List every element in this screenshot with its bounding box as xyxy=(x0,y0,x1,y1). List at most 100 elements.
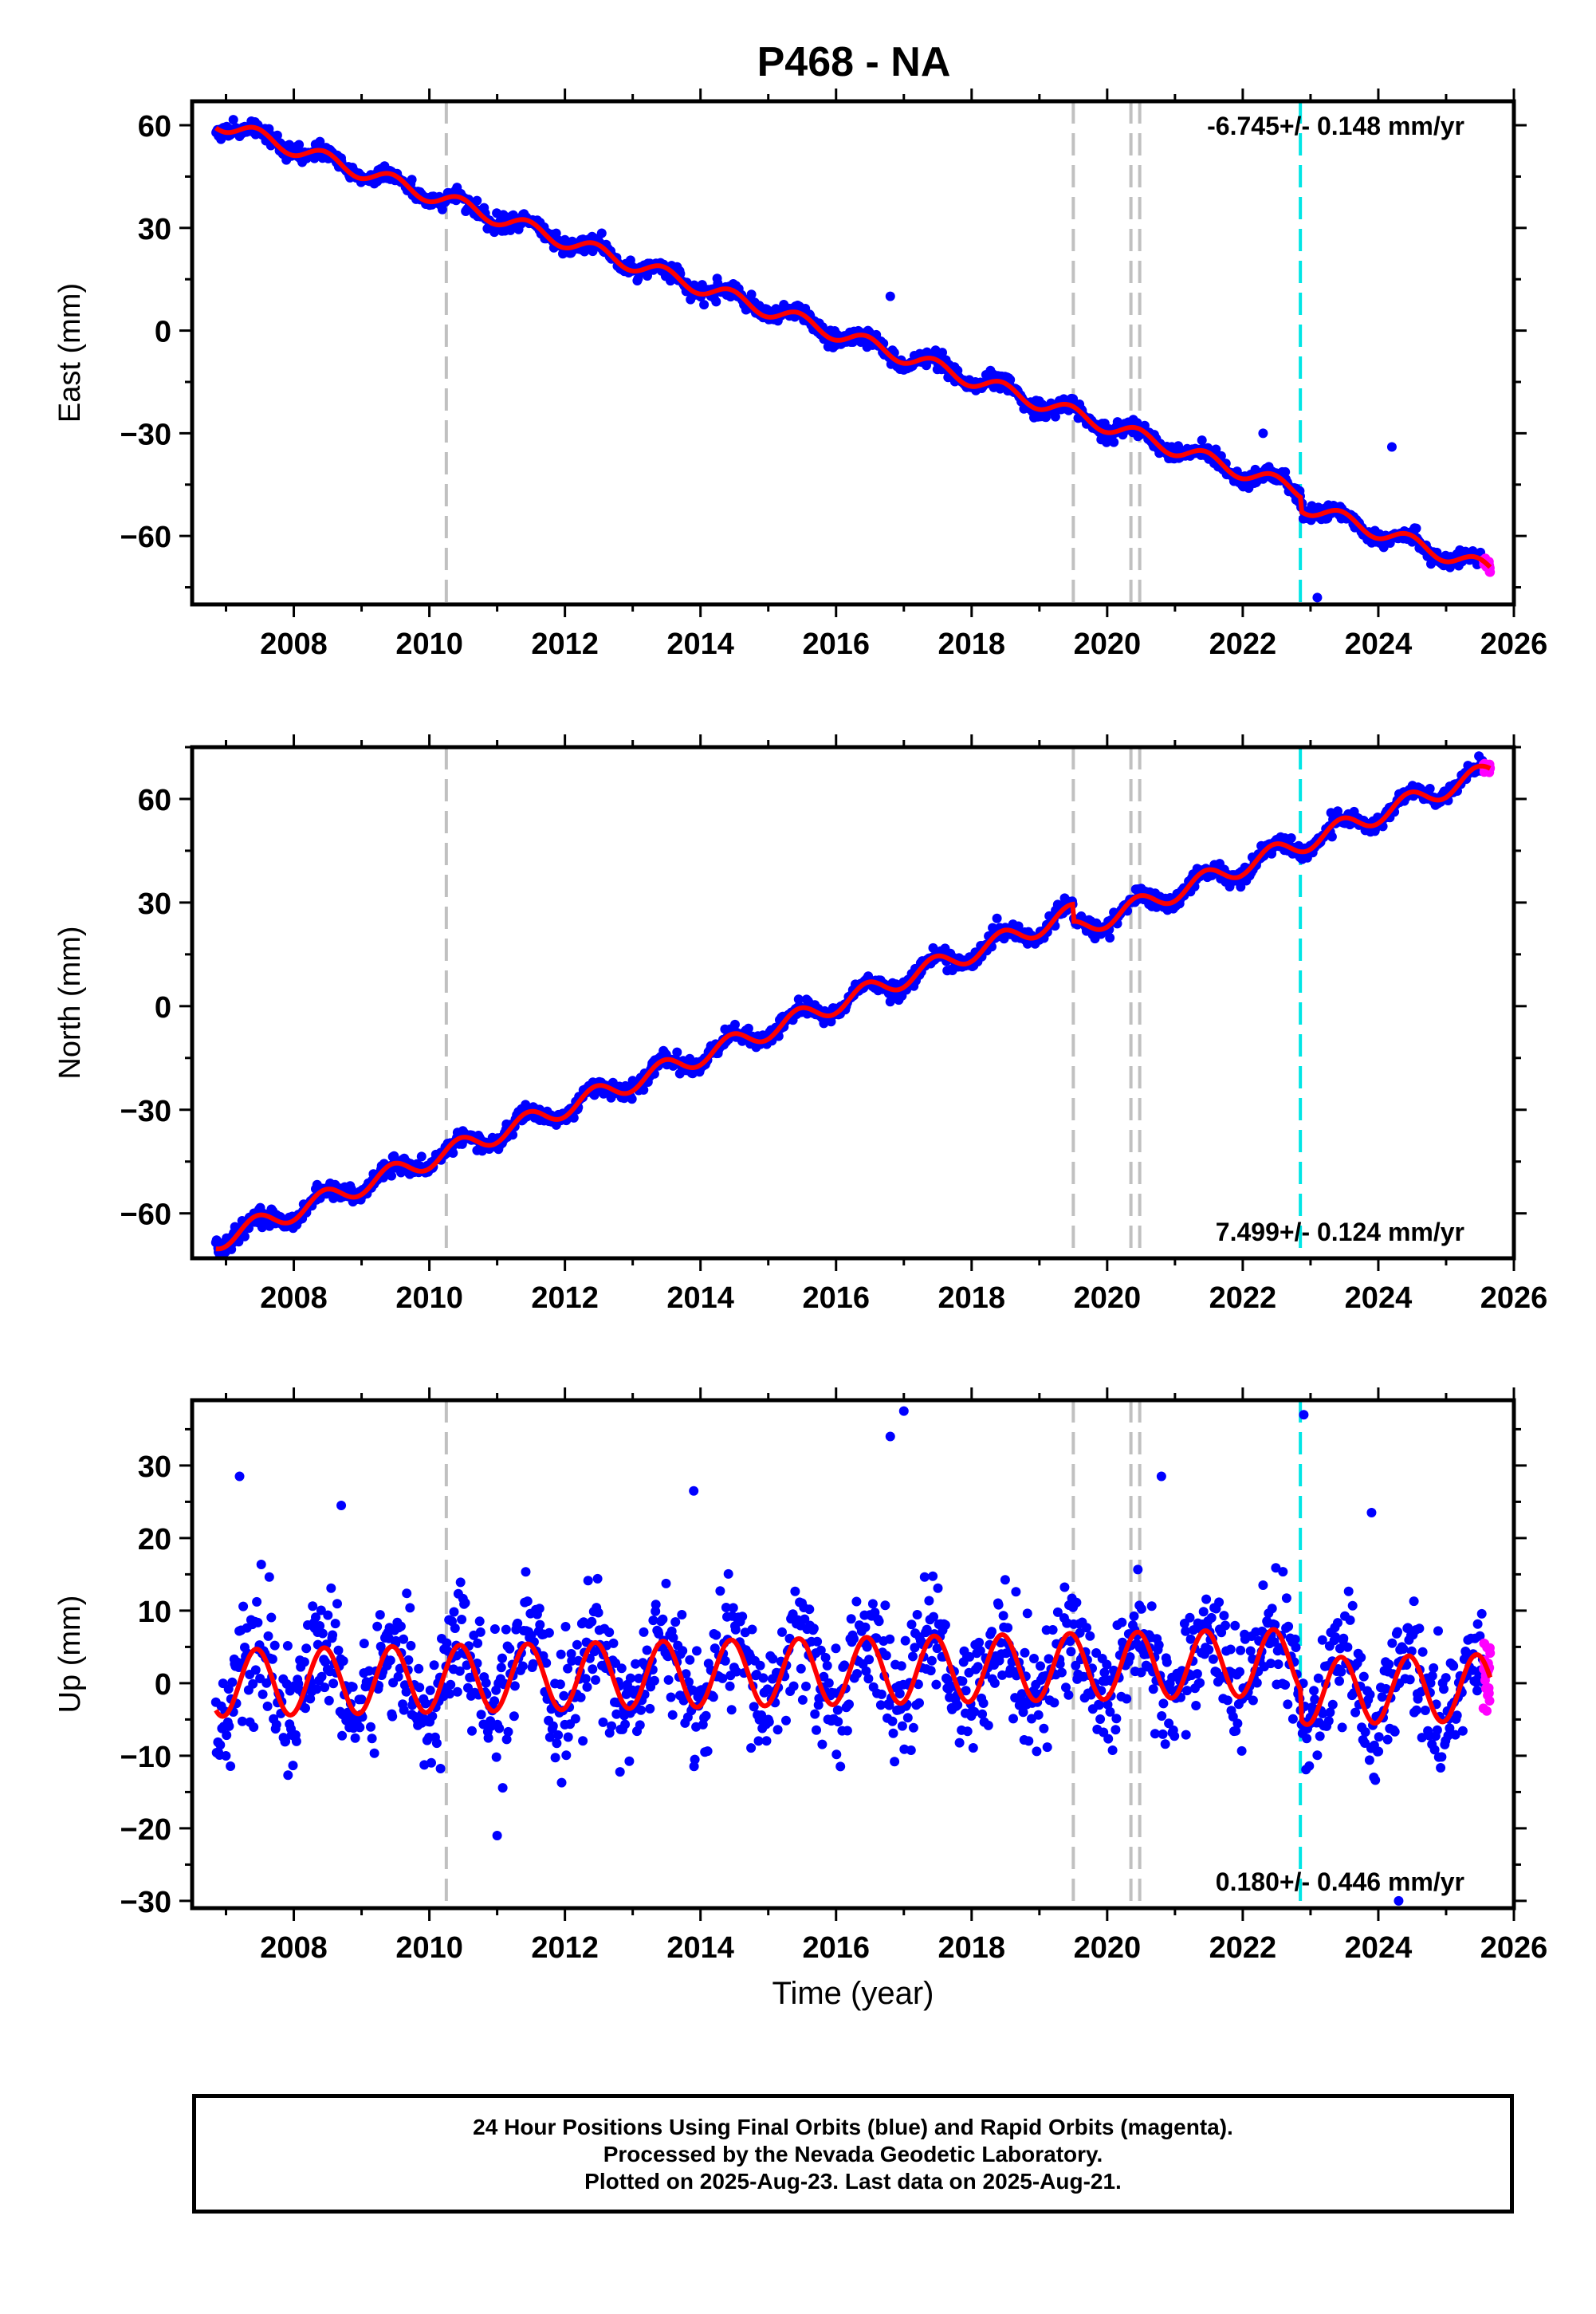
final-orbit-point xyxy=(252,1596,262,1607)
final-orbit-point xyxy=(1013,921,1024,931)
final-orbit-point xyxy=(323,1610,333,1620)
final-orbit-point xyxy=(489,1696,500,1706)
final-orbit-point xyxy=(596,228,607,238)
final-orbit-point xyxy=(832,1705,843,1715)
final-orbit-point xyxy=(881,1651,891,1661)
final-orbit-point xyxy=(797,1694,808,1705)
final-orbit-point xyxy=(1033,1710,1044,1720)
final-orbit-point xyxy=(1432,1725,1442,1735)
final-orbit-point xyxy=(1382,1734,1393,1745)
final-orbit-point xyxy=(661,1578,671,1588)
final-orbit-point xyxy=(1166,1685,1176,1694)
final-orbit-point xyxy=(592,1573,603,1584)
final-orbit-point xyxy=(338,1656,348,1666)
panels-group: 2008 2010 2012 2014 2016 2018 2020 2022 2024 2026… xyxy=(53,89,1547,2011)
final-orbit-point xyxy=(788,1681,799,1691)
final-orbit-point xyxy=(1029,1654,1039,1663)
final-orbit-point xyxy=(1414,1623,1425,1634)
outlier-point xyxy=(1394,1895,1404,1906)
final-orbit-point xyxy=(1049,1698,1059,1708)
final-orbit-point xyxy=(450,1623,460,1633)
final-orbit-point xyxy=(1283,1621,1294,1631)
final-orbit-point xyxy=(1122,1694,1132,1704)
x-axis-label: Time (year) xyxy=(772,1976,934,2011)
y-axis-label: North (mm) xyxy=(53,926,87,1079)
final-orbit-point xyxy=(1136,1667,1146,1678)
final-orbit-point xyxy=(867,1599,878,1609)
final-orbit-point xyxy=(992,913,1002,923)
final-orbit-point xyxy=(552,1738,562,1749)
final-orbit-point xyxy=(1105,1706,1115,1717)
final-orbit-point xyxy=(1443,1730,1453,1741)
final-orbit-point xyxy=(1095,1714,1106,1724)
final-orbit-point xyxy=(1221,1620,1230,1631)
final-orbit-point xyxy=(316,1605,326,1615)
final-orbit-point xyxy=(820,1652,831,1663)
final-orbit-point xyxy=(1381,1684,1391,1694)
final-orbit-point xyxy=(721,1603,731,1612)
final-orbit-point xyxy=(1327,832,1337,842)
final-orbit-point xyxy=(497,1653,507,1663)
final-orbit-point xyxy=(874,1616,884,1627)
final-orbit-point xyxy=(1281,1593,1291,1604)
final-orbit-point xyxy=(1387,1638,1397,1648)
x-tick-label: 2018 xyxy=(938,628,1006,661)
final-orbit-point xyxy=(672,1047,682,1057)
final-orbit-point xyxy=(998,1611,1008,1621)
final-orbit-point xyxy=(1266,1659,1276,1669)
final-orbit-point xyxy=(804,1604,815,1615)
final-orbit-point xyxy=(731,1667,741,1677)
final-orbit-point xyxy=(301,1643,312,1654)
final-orbit-point xyxy=(1048,1625,1058,1635)
final-orbit-point xyxy=(1011,1587,1021,1597)
final-orbit-point xyxy=(544,1732,555,1742)
final-orbit-point xyxy=(822,1660,832,1671)
final-orbit-point xyxy=(269,1640,280,1651)
outlier-point xyxy=(1366,1508,1377,1518)
final-orbit-point xyxy=(1429,1745,1440,1755)
x-tick-label: 2026 xyxy=(1480,1931,1548,1965)
final-orbit-point xyxy=(1337,1722,1347,1733)
final-orbit-point xyxy=(914,1698,924,1708)
final-orbit-point xyxy=(768,1654,778,1664)
final-orbit-point xyxy=(501,1734,512,1745)
final-orbit-point xyxy=(1405,1675,1415,1685)
final-orbit-point xyxy=(1365,1690,1375,1700)
final-orbit-point xyxy=(1417,1647,1428,1657)
plot-frame xyxy=(190,1398,1516,1911)
final-orbit-point xyxy=(1042,1742,1052,1753)
final-orbit-point xyxy=(1117,1617,1127,1627)
final-orbit-point xyxy=(1309,1686,1319,1696)
final-orbit-point xyxy=(1192,1669,1202,1679)
final-orbit-point xyxy=(746,289,757,300)
final-orbit-point xyxy=(391,1635,401,1646)
final-orbit-point xyxy=(1411,523,1421,533)
final-orbit-point xyxy=(1150,1729,1160,1739)
y-tick-label: 0 xyxy=(155,991,171,1025)
outlier-point xyxy=(492,1831,502,1840)
final-orbit-point xyxy=(885,1634,895,1644)
final-orbit-point xyxy=(730,1019,740,1029)
x-tick-label: 2010 xyxy=(395,1931,463,1965)
final-orbit-point xyxy=(1327,1699,1338,1710)
final-orbit-point xyxy=(393,1671,403,1682)
final-orbit-point xyxy=(781,1715,791,1726)
final-orbit-point xyxy=(1315,1731,1325,1741)
final-orbit-point xyxy=(563,1732,573,1742)
final-orbit-point xyxy=(842,1726,852,1736)
final-orbit-point xyxy=(758,1673,769,1683)
final-orbit-point xyxy=(938,348,947,358)
final-orbit-point xyxy=(1248,1695,1258,1706)
final-orbit-point xyxy=(1476,1608,1487,1619)
final-orbit-point xyxy=(1452,1710,1462,1721)
final-orbit-point xyxy=(906,1745,916,1755)
final-orbit-point xyxy=(816,1645,826,1655)
final-orbit-point xyxy=(1107,1745,1118,1755)
final-orbit-point xyxy=(555,1679,565,1690)
final-orbit-point xyxy=(796,1663,806,1674)
final-orbit-point xyxy=(725,1681,735,1691)
model-curve xyxy=(214,124,1492,569)
final-orbit-point xyxy=(328,1630,338,1640)
final-orbit-point xyxy=(997,1670,1008,1680)
panel-up: 2008 2010 2012 2014 2016 2018 2020 2022 2024 2026… xyxy=(53,1387,1547,2011)
